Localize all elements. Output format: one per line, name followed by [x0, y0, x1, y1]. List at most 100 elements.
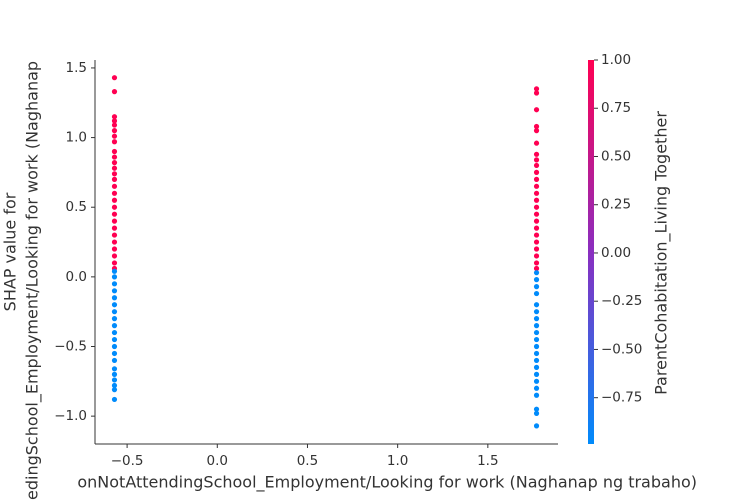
point [111, 89, 118, 95]
point [111, 281, 118, 287]
point [533, 385, 540, 391]
x-axis-label: onNotAttendingSchool_Employment/Looking … [77, 473, 697, 493]
point [533, 239, 540, 245]
x-tick-label: 1.5 [477, 453, 498, 469]
point [111, 176, 118, 182]
x-tick-label: 1.0 [387, 453, 408, 469]
point [533, 364, 540, 370]
point [111, 128, 118, 134]
point [111, 122, 118, 128]
point [533, 90, 540, 96]
point [533, 265, 540, 272]
point [533, 343, 540, 350]
y-tick-label: 1.5 [66, 60, 87, 76]
point [111, 309, 118, 315]
y-tick-label: −0.5 [54, 339, 87, 355]
point [533, 107, 540, 113]
point [111, 357, 118, 364]
point [533, 151, 540, 157]
point [111, 268, 118, 274]
point [111, 154, 118, 160]
point [111, 171, 118, 177]
point [533, 316, 540, 322]
point [111, 75, 118, 81]
point [111, 350, 118, 357]
colorbar-tick-label: −0.75 [601, 390, 642, 406]
point [111, 160, 118, 166]
point [533, 277, 540, 283]
point [111, 343, 118, 350]
point [111, 148, 118, 155]
point [533, 423, 540, 429]
colorbar-tick-label: 0.00 [601, 245, 631, 261]
point [533, 350, 540, 357]
point [111, 211, 118, 217]
point [111, 204, 118, 210]
point [111, 377, 118, 383]
y-axis-label: SHAP value for [1, 192, 20, 311]
point [533, 309, 540, 315]
point [111, 316, 118, 322]
point [111, 232, 118, 238]
point [111, 323, 118, 329]
point [533, 157, 540, 163]
point [533, 140, 540, 146]
point [111, 366, 118, 372]
point [111, 118, 118, 124]
colorbar-tick-label: 0.25 [601, 197, 631, 213]
point [533, 260, 540, 266]
colorbar-tick-label: −0.50 [601, 341, 642, 357]
point [111, 197, 118, 203]
point [533, 211, 540, 217]
point [533, 183, 540, 189]
point [111, 165, 118, 171]
point [533, 290, 540, 297]
point [533, 86, 540, 92]
colorbar [588, 60, 594, 444]
colorbar-tick-label: 1.00 [601, 52, 631, 68]
y-axis-label: edingSchool_Employment/Looking for work … [23, 61, 43, 500]
colorbar-label: ParentCohabitation_Living Together [652, 111, 672, 395]
colorbar-tick-label: −0.25 [601, 293, 642, 309]
point [111, 302, 118, 308]
point [111, 246, 118, 252]
point [533, 123, 540, 130]
y-tick-label: −1.0 [54, 408, 87, 424]
point [533, 246, 540, 252]
x-tick-label: −0.5 [111, 453, 144, 469]
point [111, 371, 118, 377]
x-tick-label: 0.5 [297, 453, 318, 469]
point [533, 329, 540, 336]
point [111, 295, 118, 301]
colorbar-tick-label: 0.50 [601, 148, 631, 164]
point [533, 204, 540, 210]
point [533, 225, 540, 231]
point [111, 329, 118, 336]
y-tick-label: 1.0 [66, 130, 87, 146]
point [111, 225, 118, 231]
point [111, 253, 118, 259]
point [533, 392, 540, 398]
point [533, 169, 540, 176]
point [111, 336, 118, 343]
point [533, 128, 540, 134]
point [111, 133, 118, 139]
point [533, 323, 540, 329]
x-tick-label: 0.0 [207, 453, 228, 469]
point [111, 183, 118, 189]
y-tick-label: 0.0 [66, 269, 87, 285]
point [533, 302, 540, 308]
point [111, 114, 118, 120]
point [111, 396, 118, 403]
point [533, 406, 540, 412]
y-tick-label: 0.5 [66, 199, 87, 215]
point [111, 288, 118, 294]
point [533, 378, 540, 384]
point [111, 387, 118, 393]
point [533, 162, 540, 169]
point [111, 274, 118, 280]
point [111, 382, 118, 389]
point [533, 232, 540, 238]
point [533, 270, 540, 276]
